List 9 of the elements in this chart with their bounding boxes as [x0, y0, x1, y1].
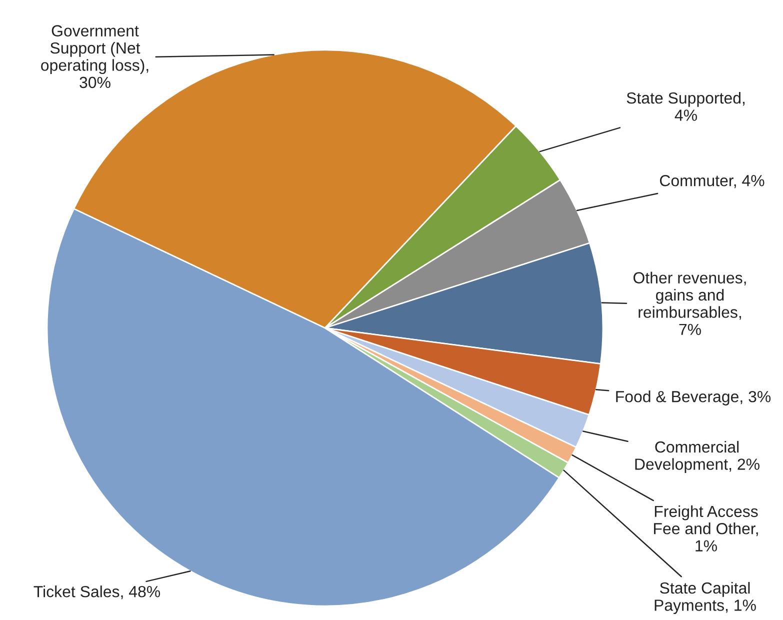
slice-label: State Capital Payments, 1%	[654, 582, 756, 614]
slice-label: Food & Beverage, 3%	[616, 390, 771, 406]
slice-label: Other revenues, gains and reimbursables, 7%	[633, 272, 746, 336]
slice-label: Commercial Development, 2%	[635, 440, 760, 474]
slice-label: State Supported, 4%	[626, 92, 745, 121]
slice-label: Commuter, 4%	[660, 174, 764, 188]
slice-label: Government Support (Net operating loss), 30%	[41, 25, 148, 88]
slice-label: Freight Access Fee and Other, 1%	[654, 505, 758, 552]
slice-label: Ticket Sales, 48%	[34, 586, 160, 600]
